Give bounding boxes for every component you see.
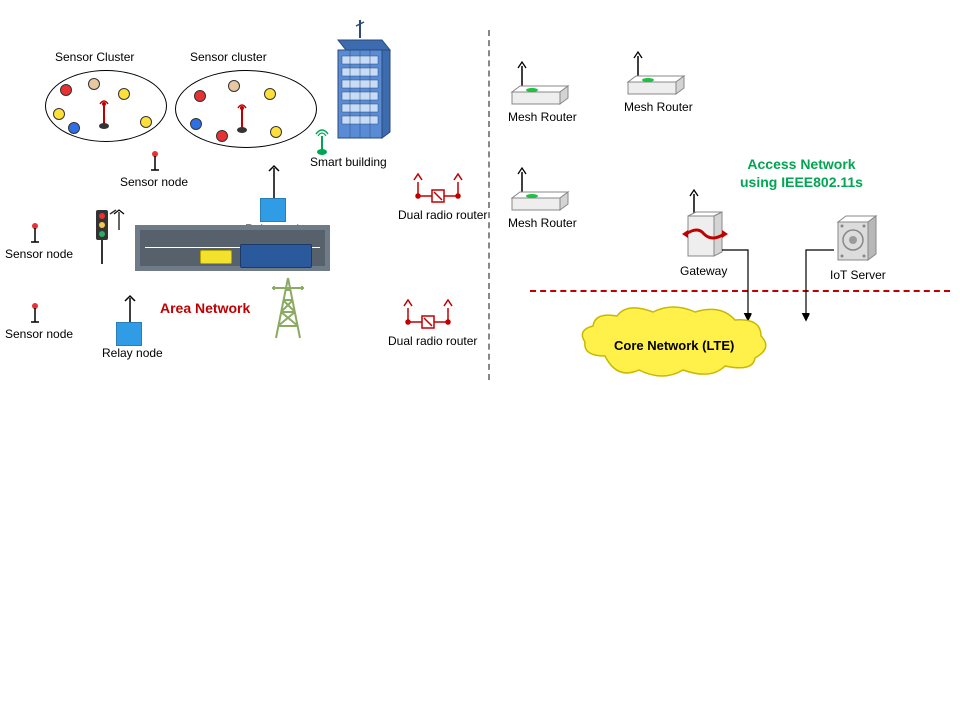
label-core-network: Core Network (LTE) [614,338,734,353]
connection-lines [0,0,960,400]
